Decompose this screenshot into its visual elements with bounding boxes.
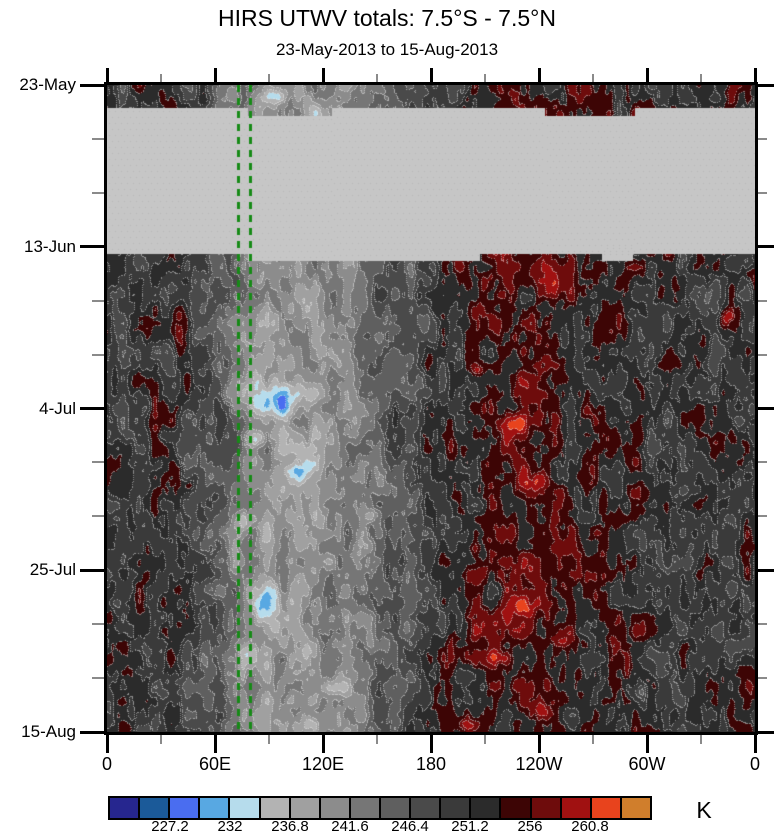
y-tick-label: 25-Jul	[29, 560, 76, 580]
colorbar-segment	[591, 798, 622, 818]
y-minor-tick-right	[758, 461, 767, 464]
x-tick-label: 60W	[628, 754, 666, 774]
colorbar-tick-label: 227.2	[151, 818, 189, 834]
x-minor-tick-bottom	[160, 735, 162, 744]
x-major-tick-bottom	[321, 735, 325, 753]
x-major-tick-top	[105, 68, 109, 82]
y-minor-tick-left	[92, 353, 104, 356]
colorbar-segment	[621, 798, 650, 818]
colorbar-tick-label: 256	[517, 818, 543, 834]
colorbar-segment	[501, 798, 532, 818]
colorbar-tick-label: 241.6	[331, 818, 369, 834]
y-tick-label: 23-May	[19, 75, 76, 94]
x-minor-tick-top	[484, 74, 486, 82]
y-minor-tick-right	[758, 353, 767, 356]
colorbar-tick-label: 251.2	[451, 818, 489, 834]
colorbar-segment	[471, 798, 502, 818]
colorbar-segment	[230, 798, 261, 818]
x-major-tick-top	[645, 68, 649, 82]
colorbar-segment	[411, 798, 442, 818]
colorbar-segment	[290, 798, 321, 818]
y-minor-tick-right	[758, 515, 767, 518]
y-minor-tick-left	[92, 191, 104, 194]
x-major-tick-bottom	[537, 735, 541, 753]
x-minor-tick-top	[700, 74, 702, 82]
y-minor-tick-left	[92, 137, 104, 140]
y-major-tick-right	[758, 730, 774, 734]
y-major-tick-left	[80, 730, 104, 734]
y-major-tick-left	[80, 245, 104, 249]
x-major-tick-top	[213, 68, 217, 82]
colorbar-tick-label: 236.8	[271, 818, 309, 834]
colorbar-segment	[561, 798, 592, 818]
y-major-tick-right	[758, 568, 774, 572]
x-minor-tick-bottom	[376, 735, 378, 744]
colorbar-segment	[320, 798, 351, 818]
x-minor-tick-bottom	[592, 735, 594, 744]
y-major-tick-left	[80, 568, 104, 572]
colorbar-segment	[531, 798, 562, 818]
y-tick-label: 15-Aug	[21, 722, 76, 741]
colorbar-segment	[350, 798, 381, 818]
y-minor-tick-right	[758, 677, 767, 680]
y-minor-tick-left	[92, 299, 104, 302]
x-minor-tick-top	[592, 74, 594, 82]
x-major-tick-top	[321, 68, 325, 82]
x-tick-label: 60E	[198, 754, 232, 774]
y-minor-tick-left	[92, 677, 104, 680]
x-major-tick-top	[753, 68, 757, 82]
y-major-tick-left	[80, 83, 104, 87]
x-tick-label: 120W	[515, 754, 563, 774]
x-major-tick-bottom	[645, 735, 649, 753]
x-major-tick-bottom	[429, 735, 433, 753]
x-minor-tick-bottom	[700, 735, 702, 744]
x-tick-label: 0	[749, 754, 761, 774]
plot-subtitle: 23-May-2013 to 15-Aug-2013	[275, 40, 499, 59]
y-major-tick-right	[758, 83, 774, 87]
x-minor-tick-bottom	[484, 735, 486, 744]
y-major-tick-left	[80, 407, 104, 410]
colorbar-segment	[140, 798, 171, 818]
colorbar	[108, 796, 652, 820]
colorbar-segment	[110, 798, 141, 818]
colorbar-tick-label: 260.8	[571, 818, 609, 834]
y-minor-tick-right	[758, 299, 767, 302]
x-minor-tick-top	[376, 74, 378, 82]
x-minor-tick-top	[268, 74, 270, 82]
y-minor-tick-right	[758, 137, 767, 140]
x-tick-label: 120E	[301, 754, 345, 774]
y-minor-tick-right	[758, 191, 767, 194]
x-major-tick-bottom	[753, 735, 757, 753]
x-minor-tick-top	[160, 74, 162, 82]
y-minor-tick-left	[92, 515, 104, 518]
plot-area	[104, 82, 758, 735]
y-major-tick-right	[758, 245, 774, 249]
x-major-tick-top	[429, 68, 433, 82]
plot-canvas	[107, 85, 755, 732]
y-minor-tick-left	[92, 623, 104, 626]
x-major-tick-bottom	[105, 735, 109, 753]
colorbar-segment	[170, 798, 201, 818]
colorbar-segment	[441, 798, 472, 818]
y-minor-tick-left	[92, 461, 104, 464]
colorbar-unit-label: K	[696, 797, 712, 823]
colorbar-segment	[380, 798, 412, 818]
colorbar-tick-label: 246.4	[391, 818, 429, 834]
x-minor-tick-bottom	[268, 735, 270, 744]
y-major-tick-right	[758, 407, 774, 410]
colorbar-segment	[200, 798, 231, 818]
colorbar-tick-label: 232	[217, 818, 243, 834]
x-major-tick-top	[537, 68, 541, 82]
x-tick-label: 0	[101, 754, 113, 774]
y-tick-label: 4-Jul	[39, 398, 76, 418]
y-minor-tick-right	[758, 623, 767, 626]
y-tick-label: 13-Jun	[24, 236, 76, 256]
x-major-tick-bottom	[213, 735, 217, 753]
plot-title: HIRS UTWV totals: 7.5°S - 7.5°N	[218, 5, 556, 31]
colorbar-segment	[260, 798, 291, 818]
x-tick-label: 180	[415, 754, 447, 774]
